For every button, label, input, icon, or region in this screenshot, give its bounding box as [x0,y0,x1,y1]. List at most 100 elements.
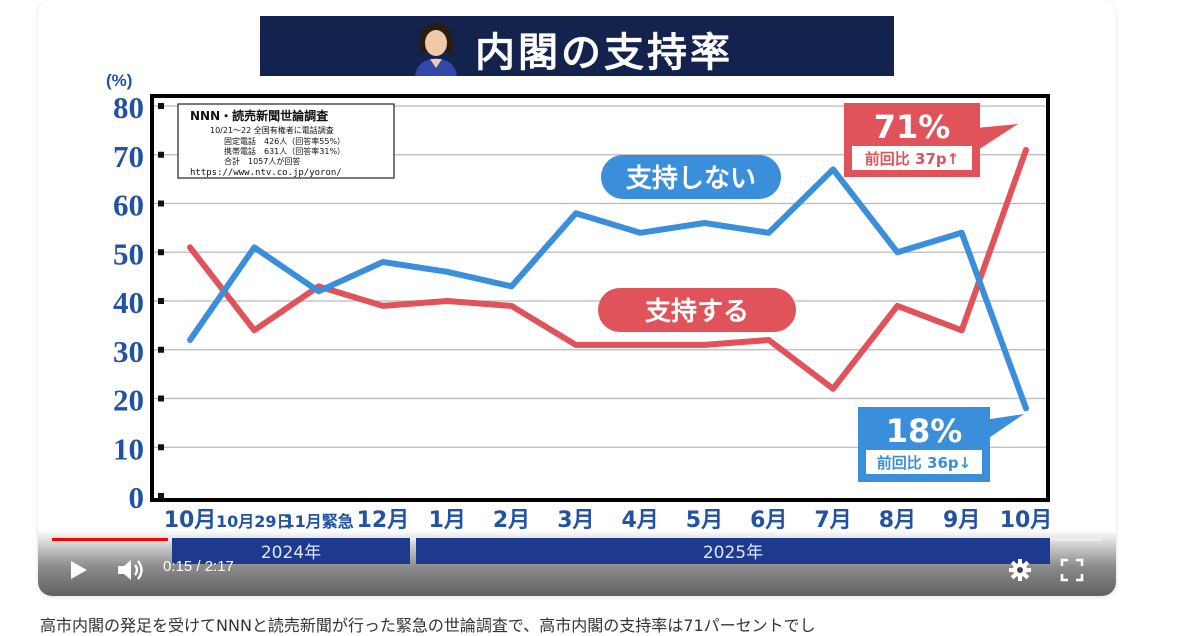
approve-point [961,329,963,331]
fullscreen-icon[interactable] [1060,558,1084,582]
x-tick-label: 7月 [814,508,851,533]
y-tick-label: 70 [113,139,144,174]
y-tick-label: 20 [113,383,144,418]
gear-icon[interactable] [1008,558,1032,582]
y-tick-label: 0 [129,480,145,515]
approve-callout-value: 71% [874,108,951,146]
y-tick-label: 10 [113,431,144,466]
x-tick-label: 5月 [686,508,723,533]
y-tick-mark [158,151,164,158]
y-unit-label: (%) [106,71,132,90]
series-lines [187,146,1029,412]
disapprove-point [703,222,705,224]
disapprove-label: 支持しない [626,164,756,194]
x-tick-label: 1月 [429,508,466,533]
disapprove-point [639,232,641,234]
disapprove-point [575,212,577,214]
source-line-4: 携帯電話 631人（回答率31%） [224,146,345,156]
y-tick-mark [158,103,164,109]
progress-fill [52,538,168,541]
video-card[interactable]: 内閣の支持率 (%) 0 10 20 30 40 50 60 70 80 10月 10月29日 11… [38,0,1116,596]
x-tick-label: 4月 [621,508,658,533]
volume-icon[interactable] [116,557,146,583]
y-tick-mark [158,200,164,207]
disapprove-callout: 18% 前回比 36p↓ [858,407,1024,482]
x-tick-label: 10月29日 [216,512,293,531]
y-tick-label: 80 [113,90,144,125]
title-banner: 内閣の支持率 [260,16,894,76]
time-display: 0:15 / 2:17 [163,558,234,575]
approve-point [318,285,320,287]
video-controls: 2024年 2025年 0:15 / 2:17 [38,530,1116,596]
y-tick-label: 60 [113,188,144,223]
source-line-3: 固定電話 426人（回答率55%） [224,136,345,146]
approve-point [189,246,191,248]
y-tick-mark [158,493,164,499]
x-tick-label: 9月 [943,508,980,533]
approve-point [639,344,641,346]
year-band: 2024年 2025年 [172,538,1050,564]
disapprove-line [187,166,1029,412]
source-line-1: NNN・読売新聞世論調査 [190,108,329,123]
y-tick-mark [158,249,164,256]
approve-point [703,344,705,346]
disapprove-point [318,290,320,292]
approve-label: 支持する [645,297,749,327]
disapprove-point [768,232,770,234]
disapprove-point [1025,407,1027,409]
approve-point [768,339,770,341]
year-bar-2024 [172,538,410,564]
approve-point [511,305,513,307]
disapprove-callout-value: 18% [886,412,963,450]
disapprove-point [511,285,513,287]
approve-point [832,388,834,390]
source-url: https://www.ntv.co.jp/yoron/ [190,168,342,178]
x-tick-label: 10月 [164,508,217,533]
disapprove-point [896,251,898,253]
y-tick-label: 40 [113,285,144,320]
y-tick-mark [158,444,164,451]
approve-point [382,305,384,307]
disapprove-point [832,168,834,170]
x-tick-label: 12月 [357,508,410,533]
presenter-avatar [405,18,467,76]
y-tick-mark [158,346,164,353]
disapprove-point [446,271,448,273]
year-bar-2025 [416,538,1050,564]
y-axis: 0 10 20 30 40 50 60 70 80 [113,90,164,515]
approve-point [253,329,255,331]
source-line-5: 合計 1057人が回答 [224,156,300,166]
x-tick-label: 3月 [557,508,594,533]
page-title: 内閣の支持率 [475,30,733,76]
approve-point [896,305,898,307]
approve-point [575,344,577,346]
year-label-2024: 2024年 [261,543,321,563]
x-tick-label: 2月 [493,508,530,533]
approve-point [1025,149,1027,151]
disapprove-point [961,232,963,234]
y-tick-label: 50 [113,236,144,271]
approve-point [446,300,448,302]
disapprove-point [382,261,384,263]
x-tick-label: 6月 [750,508,787,533]
x-tick-label: 11月緊急 [283,512,353,531]
year-label-2025: 2025年 [703,543,763,563]
source-line-2: 10/21～22 全国有権者に電話調査 [210,125,334,135]
approve-label-pill: 支持する [598,288,796,332]
video-caption: 高市内閣の発足を受けてNNNと読売新聞が行った緊急の世論調査で、高市内閣の支持率… [40,616,816,635]
y-tick-mark [158,298,164,304]
disapprove-point [253,246,255,248]
y-tick-mark [158,395,164,402]
y-tick-label: 30 [113,334,144,369]
disapprove-label-pill: 支持しない [601,155,781,199]
approve-callout: 71% 前回比 37p↑ [844,103,1018,177]
disapprove-callout-change: 前回比 36p↓ [877,454,971,472]
x-tick-label: 8月 [879,508,916,533]
source-box: NNN・読売新聞世論調査 10/21～22 全国有権者に電話調査 固定電話 42… [177,103,395,179]
play-icon[interactable] [66,558,90,582]
approve-callout-change: 前回比 37p↑ [865,150,959,168]
x-tick-label: 10月 [1000,508,1053,533]
disapprove-point [189,339,191,341]
